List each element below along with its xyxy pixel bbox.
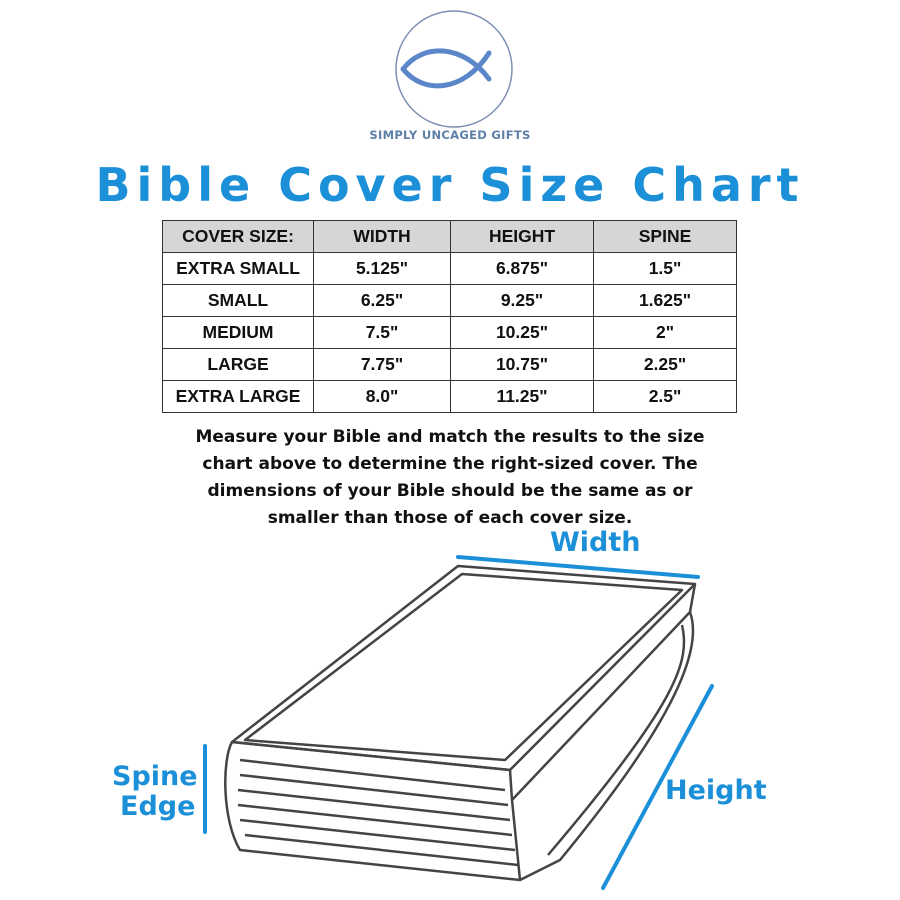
table-row: LARGE 7.75" 10.75" 2.25": [162, 348, 737, 381]
page-title: Bible Cover Size Chart: [95, 158, 805, 212]
header-cell: COVER SIZE:: [162, 220, 314, 253]
width-indicator-line: [456, 555, 700, 579]
cell: 11.25": [450, 380, 594, 413]
cell: 2.25": [593, 348, 737, 381]
table-row: EXTRA LARGE 8.0" 11.25" 2.5": [162, 380, 737, 413]
spine-label: Spine: [112, 761, 198, 792]
cell: 2.5": [593, 380, 737, 413]
book-diagram: [203, 555, 714, 890]
cell: 6.875": [450, 252, 594, 285]
cell: 7.5": [313, 316, 451, 349]
cell: 9.25": [450, 284, 594, 317]
cell: 1.5": [593, 252, 737, 285]
cell: EXTRA SMALL: [162, 252, 314, 285]
cell: 10.25": [450, 316, 594, 349]
table-row: EXTRA SMALL 5.125" 6.875" 1.5": [162, 252, 737, 285]
brand-name: SIMPLY UNCAGED GIFTS: [369, 128, 531, 142]
height-indicator-line: [601, 684, 714, 890]
cell: EXTRA LARGE: [162, 380, 314, 413]
cell: MEDIUM: [162, 316, 314, 349]
width-label: Width: [550, 527, 641, 558]
size-table: COVER SIZE: WIDTH HEIGHT SPINE EXTRA SMA…: [162, 220, 737, 413]
header-cell: HEIGHT: [450, 220, 594, 253]
cell: 8.0": [313, 380, 451, 413]
cell: 6.25": [313, 284, 451, 317]
table-row: MEDIUM 7.5" 10.25" 2": [162, 316, 737, 349]
cell: 2": [593, 316, 737, 349]
edge-label: Edge: [120, 791, 196, 822]
logo: [395, 10, 513, 128]
cell: SMALL: [162, 284, 314, 317]
cell: 5.125": [313, 252, 451, 285]
header-cell: WIDTH: [313, 220, 451, 253]
table-row: SMALL 6.25" 9.25" 1.625": [162, 284, 737, 317]
height-label: Height: [665, 775, 767, 806]
cell: LARGE: [162, 348, 314, 381]
cell: 7.75": [313, 348, 451, 381]
cell: 1.625": [593, 284, 737, 317]
table-header-row: COVER SIZE: WIDTH HEIGHT SPINE: [162, 220, 737, 253]
header-cell: SPINE: [593, 220, 737, 253]
cell: 10.75": [450, 348, 594, 381]
ichthys-fish-icon: [400, 48, 492, 89]
instructions-text: Measure your Bible and match the results…: [195, 427, 705, 528]
